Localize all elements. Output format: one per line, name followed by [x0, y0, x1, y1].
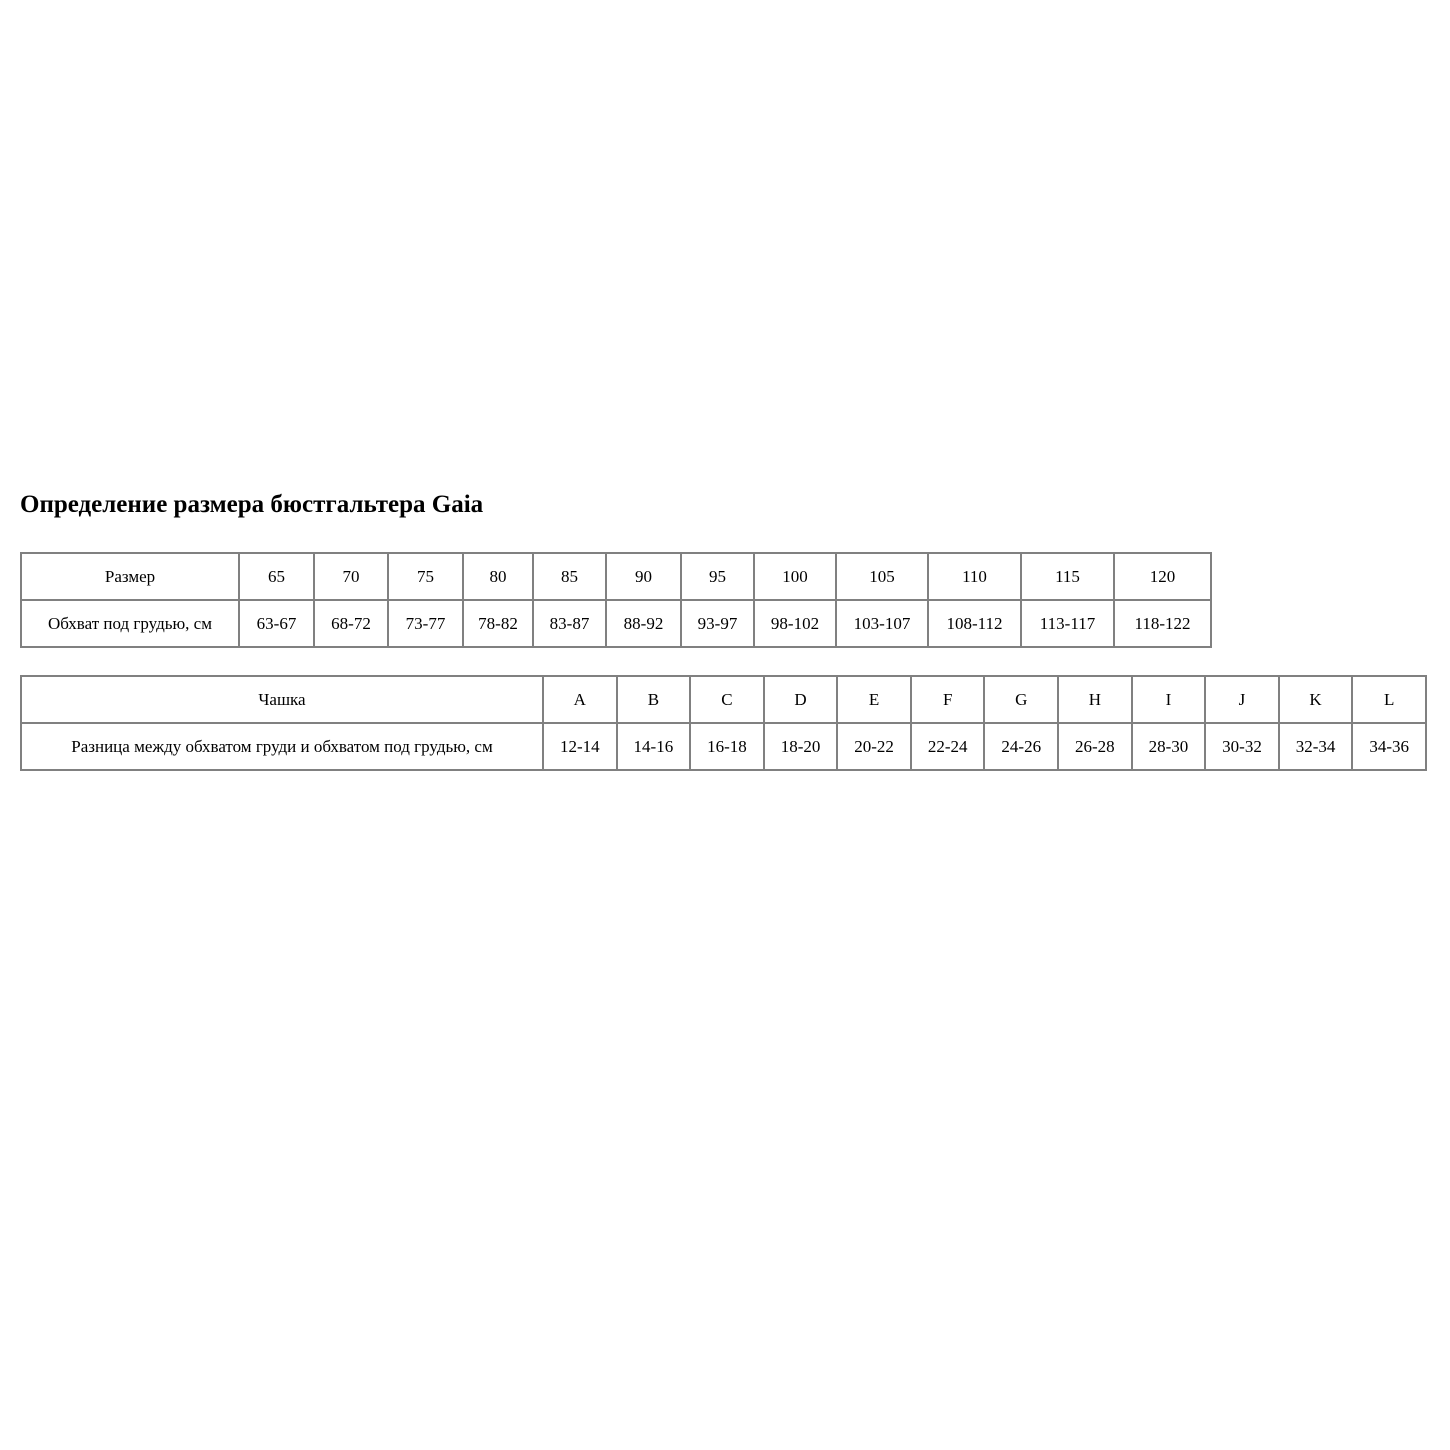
band-size-cell: 80 [462, 552, 534, 601]
underbust-range-cell: 108-112 [927, 599, 1022, 648]
cup-letter-cell: I [1130, 675, 1207, 724]
cup-letter-cell: B [615, 675, 692, 724]
difference-range-cell: 20-22 [836, 722, 912, 771]
difference-range-cell: 14-16 [615, 722, 692, 771]
cup-letter-cell: A [542, 675, 618, 724]
table-row: Чашка A B C D E F G H I J K L [20, 675, 1427, 724]
underbust-range-cell: 78-82 [462, 599, 534, 648]
cup-size-table: Чашка A B C D E F G H I J K L Разница ме… [20, 675, 1427, 771]
band-size-cell: 120 [1113, 552, 1212, 601]
underbust-row-label: Обхват под грудью, см [20, 599, 240, 648]
difference-range-cell: 34-36 [1351, 722, 1427, 771]
difference-range-cell: 32-34 [1277, 722, 1354, 771]
band-size-cell: 110 [927, 552, 1022, 601]
cup-letter-cell: E [836, 675, 912, 724]
underbust-range-cell: 83-87 [532, 599, 607, 648]
underbust-range-cell: 103-107 [835, 599, 929, 648]
underbust-range-cell: 88-92 [605, 599, 682, 648]
cup-letter-cell: C [689, 675, 765, 724]
band-size-cell: 95 [680, 552, 755, 601]
difference-row-label: Разница между обхватом груди и обхватом … [20, 722, 544, 771]
underbust-range-cell: 63-67 [238, 599, 315, 648]
band-size-cell: 75 [387, 552, 464, 601]
band-size-cell: 90 [605, 552, 682, 601]
cup-letter-cell: K [1277, 675, 1354, 724]
underbust-range-cell: 93-97 [680, 599, 755, 648]
underbust-range-cell: 98-102 [753, 599, 837, 648]
band-size-row-label: Размер [20, 552, 240, 601]
table-row: Разница между обхватом груди и обхватом … [20, 722, 1427, 771]
underbust-range-cell: 118-122 [1113, 599, 1212, 648]
band-size-cell: 100 [753, 552, 837, 601]
table-row: Обхват под грудью, см 63-67 68-72 73-77 … [20, 599, 1212, 648]
table-row: Размер 65 70 75 80 85 90 95 100 105 110 … [20, 552, 1212, 601]
band-size-cell: 105 [835, 552, 929, 601]
underbust-range-cell: 113-117 [1020, 599, 1115, 648]
page-title: Определение размера бюстгальтера Gaia [20, 491, 484, 518]
band-size-cell: 70 [313, 552, 389, 601]
cup-row-label: Чашка [20, 675, 544, 724]
underbust-range-cell: 73-77 [387, 599, 464, 648]
cup-letter-cell: L [1351, 675, 1427, 724]
cup-letter-cell: H [1057, 675, 1133, 724]
underbust-range-cell: 68-72 [313, 599, 389, 648]
cup-letter-cell: F [909, 675, 986, 724]
difference-range-cell: 30-32 [1204, 722, 1280, 771]
cup-letter-cell: G [983, 675, 1060, 724]
difference-range-cell: 12-14 [542, 722, 618, 771]
difference-range-cell: 22-24 [909, 722, 986, 771]
difference-range-cell: 28-30 [1130, 722, 1207, 771]
difference-range-cell: 18-20 [762, 722, 839, 771]
difference-range-cell: 16-18 [689, 722, 765, 771]
difference-range-cell: 24-26 [983, 722, 1060, 771]
band-size-table: Размер 65 70 75 80 85 90 95 100 105 110 … [20, 552, 1212, 648]
band-size-cell: 85 [532, 552, 607, 601]
difference-range-cell: 26-28 [1057, 722, 1133, 771]
cup-letter-cell: D [762, 675, 839, 724]
cup-letter-cell: J [1204, 675, 1280, 724]
band-size-cell: 115 [1020, 552, 1115, 601]
band-size-cell: 65 [238, 552, 315, 601]
